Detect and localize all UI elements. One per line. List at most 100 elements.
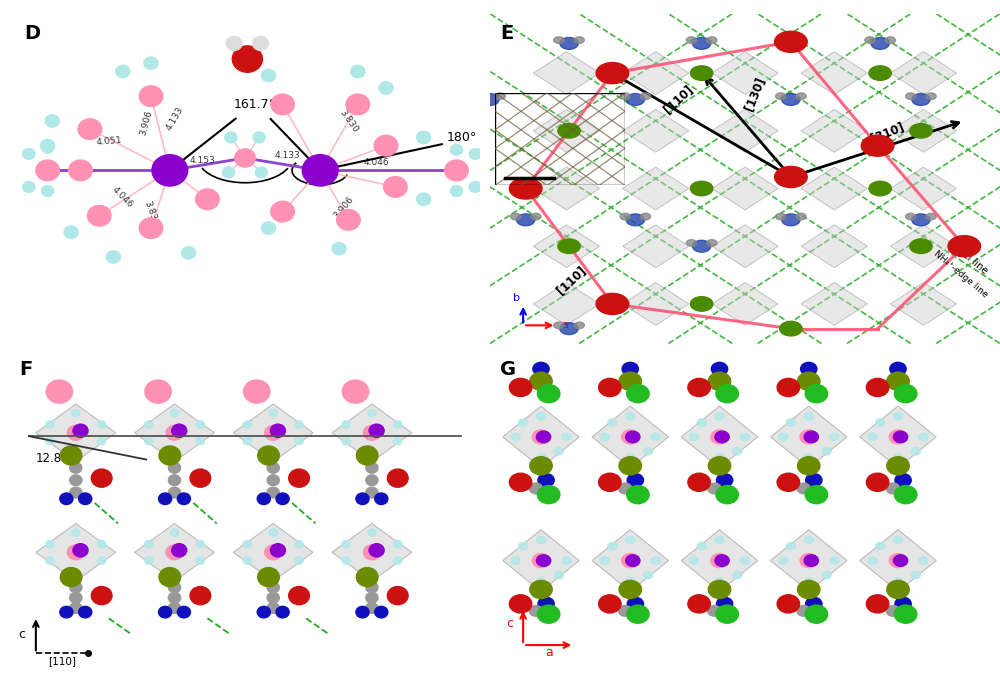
Circle shape (276, 607, 289, 618)
Circle shape (342, 541, 350, 548)
Polygon shape (332, 404, 412, 462)
Polygon shape (712, 52, 778, 95)
Circle shape (690, 297, 713, 311)
Circle shape (688, 379, 710, 396)
Circle shape (469, 181, 481, 192)
Circle shape (688, 473, 710, 491)
Text: D: D (24, 23, 40, 43)
Text: 4.153: 4.153 (190, 155, 216, 165)
Circle shape (144, 541, 153, 548)
Circle shape (804, 555, 818, 566)
Circle shape (626, 454, 635, 461)
Polygon shape (712, 167, 778, 210)
Circle shape (536, 578, 546, 585)
Text: F: F (19, 360, 33, 379)
Circle shape (511, 433, 520, 440)
Circle shape (786, 419, 795, 426)
Circle shape (116, 65, 130, 78)
Circle shape (366, 602, 378, 613)
Circle shape (222, 167, 235, 178)
Circle shape (869, 181, 891, 196)
Circle shape (261, 69, 276, 82)
Polygon shape (592, 406, 668, 468)
Polygon shape (712, 225, 778, 268)
Circle shape (536, 537, 546, 543)
Circle shape (715, 454, 724, 461)
Circle shape (529, 605, 543, 616)
Circle shape (67, 425, 84, 440)
Circle shape (139, 218, 163, 238)
Circle shape (519, 419, 528, 426)
Circle shape (822, 448, 831, 455)
Circle shape (798, 457, 820, 475)
Circle shape (716, 605, 738, 623)
Circle shape (232, 46, 262, 72)
Circle shape (876, 419, 885, 426)
Polygon shape (712, 109, 778, 153)
Circle shape (196, 189, 219, 210)
Circle shape (690, 181, 713, 196)
Circle shape (740, 557, 750, 564)
Circle shape (538, 597, 554, 611)
Circle shape (779, 433, 788, 440)
Circle shape (363, 425, 380, 440)
Circle shape (253, 36, 268, 50)
Polygon shape (592, 530, 668, 592)
Circle shape (145, 380, 171, 403)
Circle shape (253, 132, 265, 143)
Polygon shape (890, 225, 957, 268)
Text: 4.046: 4.046 (111, 185, 135, 210)
Polygon shape (890, 167, 957, 210)
Circle shape (270, 543, 285, 557)
Circle shape (73, 543, 88, 557)
Circle shape (159, 446, 181, 465)
Circle shape (70, 602, 82, 613)
Circle shape (537, 605, 560, 623)
Circle shape (626, 93, 645, 105)
Circle shape (366, 475, 378, 486)
Circle shape (196, 421, 205, 428)
Circle shape (895, 473, 911, 487)
Circle shape (225, 132, 237, 143)
Circle shape (894, 605, 917, 623)
Circle shape (351, 65, 365, 78)
Circle shape (893, 454, 903, 461)
Circle shape (804, 578, 813, 585)
Circle shape (893, 431, 908, 442)
Circle shape (243, 438, 252, 444)
Circle shape (600, 557, 609, 564)
Circle shape (889, 554, 907, 567)
Circle shape (70, 582, 82, 593)
Circle shape (152, 155, 188, 186)
Circle shape (800, 554, 817, 567)
Circle shape (651, 433, 660, 440)
Circle shape (255, 167, 268, 178)
Circle shape (716, 486, 738, 504)
Circle shape (830, 557, 839, 564)
Circle shape (797, 605, 810, 616)
Circle shape (257, 493, 270, 504)
Text: 3.830: 3.830 (142, 200, 160, 227)
Circle shape (226, 36, 242, 50)
Circle shape (387, 469, 408, 487)
Circle shape (509, 473, 532, 491)
Circle shape (626, 537, 635, 543)
Circle shape (599, 595, 621, 613)
Polygon shape (36, 523, 116, 581)
Circle shape (166, 545, 183, 560)
Circle shape (144, 557, 153, 564)
Circle shape (295, 421, 303, 428)
Circle shape (910, 124, 932, 138)
Circle shape (73, 424, 88, 438)
Circle shape (801, 362, 817, 376)
Circle shape (893, 555, 908, 566)
Circle shape (168, 475, 181, 486)
Circle shape (805, 385, 828, 403)
Circle shape (72, 449, 80, 456)
Circle shape (356, 446, 378, 465)
Circle shape (804, 454, 813, 461)
Circle shape (599, 473, 621, 491)
Circle shape (190, 587, 211, 605)
Circle shape (269, 409, 277, 417)
Text: [310]: [310] (869, 120, 907, 146)
